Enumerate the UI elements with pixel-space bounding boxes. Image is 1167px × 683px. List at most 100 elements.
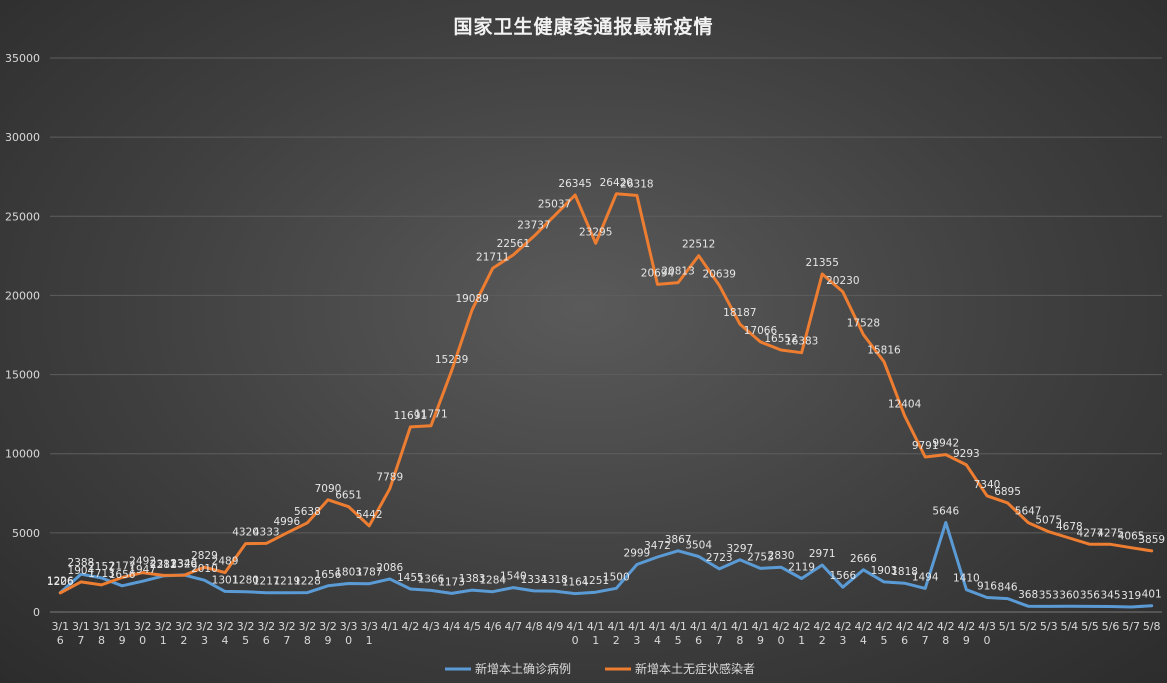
y-tick-label: 30000 bbox=[5, 131, 40, 144]
x-tick-label: 5/3 bbox=[1040, 620, 1058, 633]
data-label: 16383 bbox=[785, 336, 818, 348]
data-label: 17066 bbox=[744, 325, 778, 337]
x-tick-label: 4/3 bbox=[422, 620, 440, 633]
x-tick-label: 3/2 3 bbox=[196, 620, 214, 647]
x-tick-label: 3/1 7 bbox=[72, 620, 90, 647]
x-tick-label: 4/6 bbox=[484, 620, 502, 633]
x-tick-label: 4/2 3 bbox=[834, 620, 852, 647]
x-tick-label: 5/7 bbox=[1122, 620, 1140, 633]
data-label: 2388 bbox=[68, 557, 95, 569]
data-label: 16552 bbox=[764, 333, 797, 345]
data-label: 1173 bbox=[438, 576, 465, 588]
data-label: 1219 bbox=[273, 576, 300, 588]
legend-label: 新增本土确诊病例 bbox=[475, 661, 571, 676]
data-label: 20694 bbox=[641, 267, 675, 279]
data-label: 6895 bbox=[994, 486, 1021, 498]
data-label: 3867 bbox=[665, 534, 692, 546]
x-tick-label: 4/8 bbox=[525, 620, 543, 633]
data-label: 353 bbox=[1039, 589, 1059, 601]
x-tick-label: 3/2 6 bbox=[257, 620, 275, 647]
data-label: 2177 bbox=[109, 561, 136, 573]
legend-label: 新增本土无症状感染者 bbox=[635, 661, 755, 676]
data-label: 25037 bbox=[538, 199, 571, 211]
data-label: 846 bbox=[998, 582, 1018, 594]
data-label: 9293 bbox=[953, 448, 980, 460]
x-tick-label: 3/2 7 bbox=[278, 620, 296, 647]
data-label: 1494 bbox=[912, 571, 939, 583]
x-tick-label: 4/1 6 bbox=[690, 620, 708, 647]
x-tick-label: 4/1 0 bbox=[566, 620, 584, 647]
data-label: 1284 bbox=[479, 575, 506, 587]
chart-title: 国家卫生健康委通报最新疫情 bbox=[453, 16, 714, 38]
data-label: 1656 bbox=[315, 569, 342, 581]
x-tick-label: 4/2 bbox=[402, 620, 420, 633]
data-label: 4333 bbox=[253, 526, 280, 538]
data-label: 916 bbox=[977, 581, 997, 593]
data-label: 5442 bbox=[356, 509, 383, 521]
data-label: 1787 bbox=[356, 567, 383, 579]
data-label: 1318 bbox=[541, 574, 568, 586]
data-label: 26345 bbox=[558, 178, 591, 190]
data-label: 319 bbox=[1121, 590, 1141, 602]
data-label: 1217 bbox=[253, 576, 280, 588]
data-label: 1280 bbox=[232, 575, 259, 587]
data-label: 12404 bbox=[888, 399, 922, 411]
x-tick-label: 4/2 5 bbox=[875, 620, 893, 647]
data-label: 2830 bbox=[768, 550, 795, 562]
data-label: 22512 bbox=[682, 239, 715, 251]
data-label: 2281 bbox=[150, 559, 177, 571]
data-label: 2492 bbox=[129, 556, 156, 568]
y-tick-label: 0 bbox=[33, 606, 40, 619]
data-label: 2086 bbox=[376, 562, 403, 574]
data-label: 7340 bbox=[974, 479, 1001, 491]
data-label: 26318 bbox=[620, 178, 653, 190]
x-tick-label: 3/2 9 bbox=[319, 620, 337, 647]
data-label: 4277 bbox=[1077, 527, 1104, 539]
x-tick-label: 5/8 bbox=[1143, 620, 1161, 633]
data-label: 4275 bbox=[1097, 527, 1124, 539]
x-tick-label: 3/2 8 bbox=[299, 620, 317, 647]
x-tick-label: 4/2 1 bbox=[793, 620, 811, 647]
data-label: 1228 bbox=[294, 576, 321, 588]
y-tick-label: 35000 bbox=[5, 52, 40, 65]
y-tick-label: 15000 bbox=[5, 369, 40, 382]
data-label: 2829 bbox=[191, 550, 218, 562]
data-label: 1903 bbox=[871, 565, 898, 577]
data-label: 1383 bbox=[459, 573, 486, 585]
data-label: 1366 bbox=[418, 573, 445, 585]
data-label: 9791 bbox=[912, 440, 939, 452]
data-label: 4678 bbox=[1056, 521, 1083, 533]
x-tick-label: 5/1 bbox=[999, 620, 1017, 633]
data-label: 1410 bbox=[953, 573, 980, 585]
x-tick-label: 4/2 6 bbox=[896, 620, 914, 647]
data-label: 5075 bbox=[1035, 515, 1062, 527]
data-label: 1334 bbox=[521, 574, 548, 586]
data-labels: 1226238821571656194722812346201013011280… bbox=[47, 177, 1165, 602]
data-label: 21355 bbox=[806, 257, 839, 269]
x-tick-label: 4/1 bbox=[381, 620, 399, 633]
data-label: 11691 bbox=[394, 410, 427, 422]
data-label: 2320 bbox=[170, 558, 197, 570]
x-tick-label: 4/9 bbox=[546, 620, 564, 633]
data-label: 4996 bbox=[273, 516, 300, 528]
x-tick-label: 3/3 1 bbox=[360, 620, 378, 647]
legend: 新增本土确诊病例 新增本土无症状感染者 bbox=[445, 661, 755, 676]
data-label: 5647 bbox=[1015, 506, 1042, 518]
x-tick-label: 3/2 0 bbox=[134, 620, 152, 647]
x-tick-label: 4/1 2 bbox=[607, 620, 625, 647]
x-tick-label: 3/3 0 bbox=[340, 620, 358, 647]
data-label: 23737 bbox=[517, 219, 550, 231]
data-label: 4065 bbox=[1118, 531, 1145, 543]
data-label: 15816 bbox=[867, 345, 901, 357]
x-tick-label: 3/1 6 bbox=[51, 620, 69, 647]
series-line-1 bbox=[58, 192, 1154, 595]
data-label: 6651 bbox=[335, 490, 362, 502]
x-tick-label: 5/2 bbox=[1019, 620, 1037, 633]
data-label: 5638 bbox=[294, 506, 321, 518]
y-tick-label: 5000 bbox=[12, 527, 40, 540]
data-label: 1713 bbox=[88, 568, 115, 580]
data-label: 11771 bbox=[414, 409, 447, 421]
data-label: 401 bbox=[1142, 589, 1162, 601]
data-label: 360 bbox=[1059, 589, 1079, 601]
